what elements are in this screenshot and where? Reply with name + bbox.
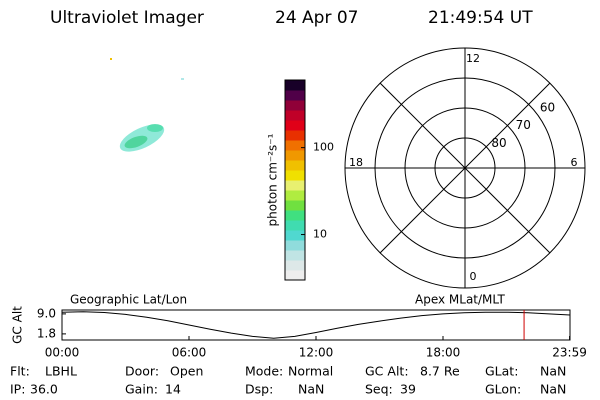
- color-band: [285, 80, 305, 91]
- info-label: GLat:: [485, 364, 518, 379]
- info-label: Door:: [125, 364, 159, 379]
- info-label: GLon:: [485, 382, 521, 397]
- info-value: 39: [400, 382, 416, 397]
- color-band: [285, 190, 305, 201]
- y-tick-label: 1.8: [37, 326, 56, 340]
- pixel: [110, 58, 112, 60]
- info-value: 36.0: [30, 382, 58, 397]
- altitude-line: [61, 311, 571, 339]
- pixel: [181, 78, 184, 80]
- info-label: Dsp:: [245, 382, 273, 397]
- color-band: [285, 210, 305, 221]
- color-band: [285, 140, 305, 151]
- lat-label: 80: [491, 136, 506, 150]
- color-band: [285, 100, 305, 111]
- y-tick-label: 100: [313, 141, 334, 154]
- color-band: [285, 120, 305, 131]
- color-band: [285, 230, 305, 241]
- info-label: Seq:: [365, 382, 393, 397]
- aurora-core: [147, 124, 163, 132]
- lat-label: 70: [516, 118, 531, 132]
- mlt-label: 12: [466, 52, 480, 65]
- color-band: [285, 200, 305, 211]
- x-tick-label: 00:00: [45, 346, 80, 360]
- mlt-label: 0: [470, 270, 477, 283]
- color-band: [285, 220, 305, 231]
- uv-image: [110, 58, 184, 152]
- color-band: [285, 130, 305, 141]
- color-band: [285, 170, 305, 181]
- lat-circle: [404, 107, 526, 229]
- colorbar-frame: [284, 79, 306, 281]
- x-tick-label: 18:00: [426, 346, 461, 360]
- lat-circle: [374, 77, 556, 259]
- spoke: [379, 82, 551, 254]
- info-value: NaN: [298, 382, 324, 397]
- info-label: Flt:: [10, 364, 30, 379]
- color-band: [285, 240, 305, 251]
- x-tick-label: 12:00: [299, 346, 334, 360]
- x-tick-label: 06:00: [172, 346, 207, 360]
- left-label: Geographic Lat/Lon: [70, 293, 187, 307]
- color-band: [285, 110, 305, 121]
- info-value: 14: [165, 382, 181, 397]
- color-band: [285, 90, 305, 101]
- lat-circle: [434, 137, 496, 199]
- mlt-label: 6: [571, 156, 578, 169]
- time: 21:49:54 UT: [428, 8, 533, 28]
- colorbar-label: photon cm⁻²s⁻¹: [266, 133, 280, 226]
- info-label: Gain:: [125, 382, 158, 397]
- y-tick-label: 10: [313, 228, 327, 241]
- color-band: [285, 160, 305, 171]
- lat-label: 60: [540, 101, 555, 115]
- info-value: 8.7 Re: [420, 364, 460, 379]
- color-band: [285, 180, 305, 191]
- x-tick-label: 23:59: [552, 346, 587, 360]
- info-label: Mode:: [245, 364, 283, 379]
- info-label: GC Alt:: [365, 364, 409, 379]
- info-value: LBHL: [45, 364, 77, 379]
- color-band: [285, 150, 305, 161]
- aurora-core: [124, 135, 148, 149]
- info-value: Normal: [288, 364, 333, 379]
- info-value: NaN: [540, 364, 566, 379]
- info-value: NaN: [540, 382, 566, 397]
- instrument: Ultraviolet Imager: [50, 8, 204, 28]
- color-band: [285, 250, 305, 261]
- y-label: GC Alt: [11, 306, 25, 344]
- right-label: Apex MLat/MLT: [415, 293, 505, 307]
- info-label: IP:: [10, 382, 25, 397]
- date: 24 Apr 07: [275, 8, 358, 28]
- mlt-label: 18: [349, 156, 363, 169]
- color-band: [285, 260, 305, 271]
- info-value: Open: [170, 364, 203, 379]
- y-tick-label: 9.0: [37, 306, 56, 320]
- color-band: [285, 270, 305, 281]
